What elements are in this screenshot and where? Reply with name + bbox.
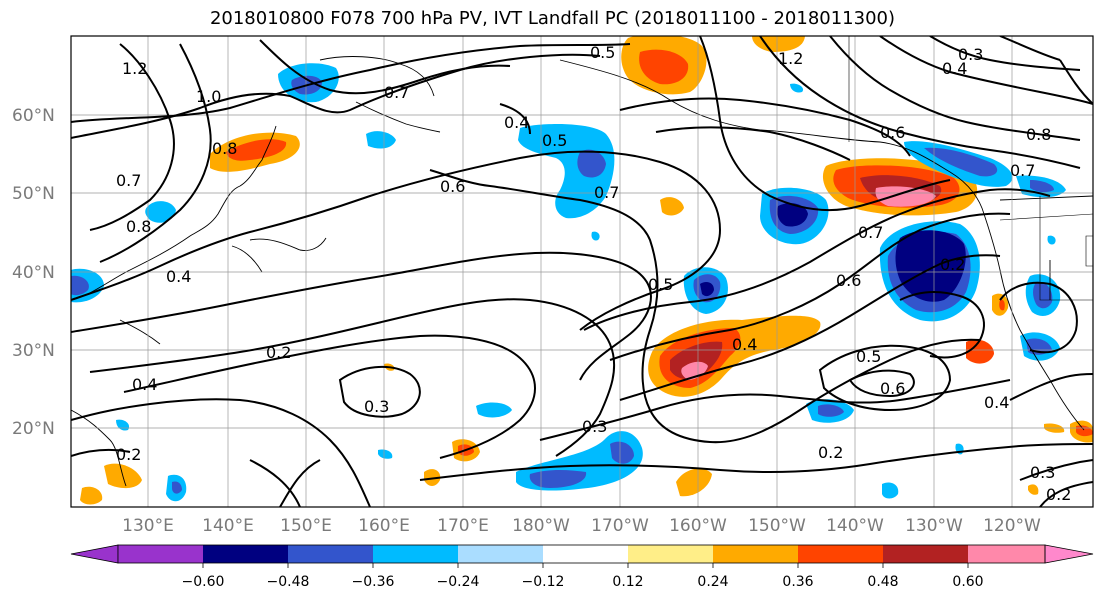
contour-label: 0.3 <box>958 45 983 64</box>
colorbar-segment <box>628 545 713 563</box>
contour-label: 0.2 <box>1046 485 1071 504</box>
lon-label: 160°E <box>358 516 410 536</box>
lat-label: 40°N <box>12 263 55 283</box>
contour-label: 0.5 <box>542 131 567 150</box>
longitude-labels: 130°E 140°E 150°E 160°E 170°E 180°W 170°… <box>122 516 1041 536</box>
gridlines <box>71 36 1093 507</box>
contour-label: 0.7 <box>384 83 409 102</box>
lon-label: 120°W <box>983 516 1041 536</box>
contour-label: 0.3 <box>582 417 607 436</box>
colorbar-tick-label: −0.48 <box>267 574 310 590</box>
colorbar-tick-label: 0.12 <box>612 574 643 590</box>
colorbar-segment <box>288 545 373 563</box>
lon-label: 140°W <box>826 516 884 536</box>
contour-label: 0.4 <box>504 113 529 132</box>
contour-label: 0.5 <box>590 43 615 62</box>
contour-label: 0.2 <box>266 343 291 362</box>
colorbar-tick-label: −0.12 <box>522 574 565 590</box>
contour-label: 1.2 <box>122 59 147 78</box>
contour-label: 0.6 <box>440 177 465 196</box>
lon-label: 130°E <box>122 516 174 536</box>
lon-label: 140°E <box>202 516 254 536</box>
contour-label: 0.4 <box>984 393 1009 412</box>
contour-label: 0.7 <box>116 171 141 190</box>
lon-label: 130°W <box>905 516 963 536</box>
contour-label: 0.7 <box>1010 161 1035 180</box>
lat-label: 30°N <box>12 341 55 361</box>
lat-label: 60°N <box>12 106 55 126</box>
contour-label: 0.6 <box>836 271 861 290</box>
contour-label: 0.2 <box>116 445 141 464</box>
colorbar-tick-label: −0.36 <box>352 574 395 590</box>
colorbar-extend-max <box>1044 544 1094 564</box>
colorbar-tick-label: 0.60 <box>952 574 983 590</box>
colorbar-tick-label: 0.48 <box>867 574 898 590</box>
ivt-contours <box>71 36 1093 507</box>
contour-label: 0.6 <box>880 123 905 142</box>
lon-label: 170°W <box>591 516 649 536</box>
lat-label: 20°N <box>12 419 55 439</box>
contour-label: 0.4 <box>732 335 757 354</box>
contour-label: 0.8 <box>126 217 151 236</box>
colorbar-tick-label: 0.36 <box>782 574 813 590</box>
contour-label: 1.2 <box>778 49 803 68</box>
colorbar-segment <box>203 545 288 563</box>
contour-label: 0.3 <box>1030 463 1055 482</box>
contour-label: 0.3 <box>364 397 389 416</box>
pv-shading <box>71 36 1093 505</box>
contour-label: 0.4 <box>166 267 191 286</box>
map-title: 2018010800 F078 700 hPa PV, IVT Landfall… <box>209 8 896 29</box>
colorbar-extend-min <box>70 544 119 564</box>
lat-label: 50°N <box>12 184 55 204</box>
colorbar-segment <box>798 545 883 563</box>
contour-label: 0.4 <box>942 59 967 78</box>
map-frame <box>70 35 1094 508</box>
colorbar-segment <box>458 545 543 563</box>
contour-label: 0.5 <box>856 347 881 366</box>
lon-label: 150°W <box>748 516 806 536</box>
colorbar-segment <box>543 545 628 563</box>
colorbar-segment <box>118 545 203 563</box>
coastlines <box>71 56 1093 487</box>
colorbar: −0.60 −0.48 −0.36 −0.24 −0.12 0.12 0.24 … <box>70 544 1094 590</box>
colorbar-segment <box>373 545 458 563</box>
colorbar-segment <box>968 545 1045 563</box>
contour-label: 0.8 <box>212 139 237 158</box>
lon-label: 150°E <box>280 516 332 536</box>
contour-label: 1.0 <box>196 87 221 106</box>
lon-label: 180°W <box>512 516 570 536</box>
borders <box>848 36 1093 301</box>
contour-label: 0.7 <box>858 223 883 242</box>
colorbar-segment <box>713 545 798 563</box>
lon-label: 170°E <box>437 516 489 536</box>
contour-labels: 0.5 0.3 0.4 1.2 1.0 0.7 0.8 0.4 0.5 0.6 … <box>116 43 1071 504</box>
latitude-labels: 60°N 50°N 40°N 30°N 20°N <box>12 106 55 439</box>
contour-label: 0.5 <box>648 275 673 294</box>
contour-label: 0.8 <box>1026 125 1051 144</box>
colorbar-tick-label: −0.60 <box>182 574 225 590</box>
contour-label: 0.6 <box>880 379 905 398</box>
contour-label: 0.4 <box>132 375 157 394</box>
contour-label: 0.2 <box>818 443 843 462</box>
colorbar-tick-label: −0.24 <box>437 574 480 590</box>
lon-label: 160°W <box>669 516 727 536</box>
contour-label: 0.2 <box>940 255 965 274</box>
colorbar-segment <box>883 545 968 563</box>
map-panel: 0.5 0.3 0.4 1.2 1.0 0.7 0.8 0.4 0.5 0.6 … <box>71 36 1093 507</box>
colorbar-tick-label: 0.24 <box>697 574 728 590</box>
contour-label: 0.7 <box>594 183 619 202</box>
